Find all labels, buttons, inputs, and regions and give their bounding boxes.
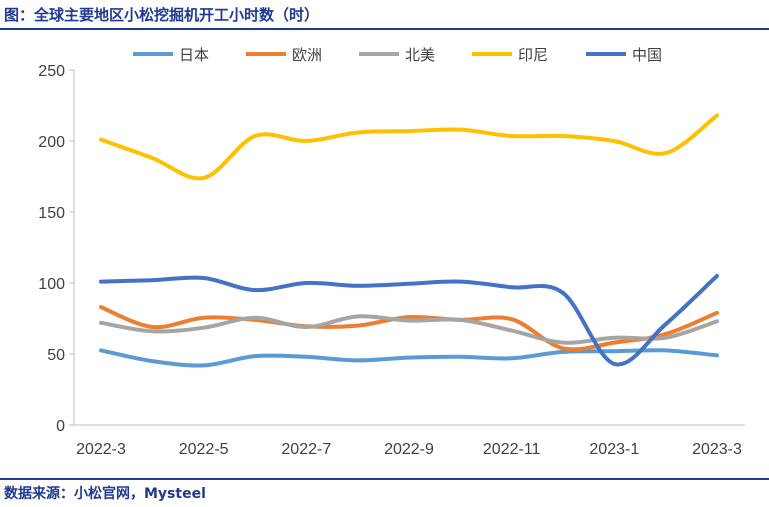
y-tick-label: 100	[38, 276, 65, 293]
chart-series	[99, 113, 719, 368]
x-tick-label: 2022-9	[384, 441, 434, 458]
x-tick-label: 2022-3	[76, 441, 126, 458]
y-tick-label: 200	[38, 134, 65, 151]
y-tick-label: 250	[38, 63, 65, 80]
x-tick-label: 2023-3	[692, 441, 742, 458]
legend-label: 印尼	[518, 46, 548, 64]
series-line-2	[99, 305, 719, 352]
x-tick-label: 2023-1	[589, 441, 639, 458]
legend-label: 北美	[405, 46, 435, 64]
chart-legend: 日本 欧洲 北美 印尼 中国	[133, 46, 662, 64]
y-tick-label: 0	[56, 418, 65, 435]
legend-label: 中国	[632, 46, 662, 64]
x-tick-label: 2022-7	[281, 441, 331, 458]
legend-label: 欧洲	[292, 46, 322, 64]
series-line-1	[99, 348, 719, 368]
line-chart: 0 50 100 150 200 250 2022-3 2022-5 2022-7 2022-9 2…	[38, 46, 745, 458]
x-tick-label: 2022-11	[483, 441, 541, 458]
series-line-4	[99, 113, 719, 181]
x-tick-label: 2022-5	[179, 441, 229, 458]
legend-label: 日本	[179, 46, 209, 64]
chart-axes: 0 50 100 150 200 250 2022-3 2022-5 2022-7 2022-9 2…	[38, 63, 745, 458]
series-line-3	[99, 314, 719, 345]
data-source: 数据来源：小松官网，Mysteel	[4, 486, 206, 502]
y-tick-label: 50	[47, 347, 65, 364]
series-line-5	[99, 273, 719, 367]
chart-title: 图：全球主要地区小松挖掘机开工小时数（时）	[4, 6, 320, 24]
y-tick-label: 150	[38, 205, 65, 222]
source-divider	[0, 478, 769, 480]
title-divider	[0, 28, 769, 30]
